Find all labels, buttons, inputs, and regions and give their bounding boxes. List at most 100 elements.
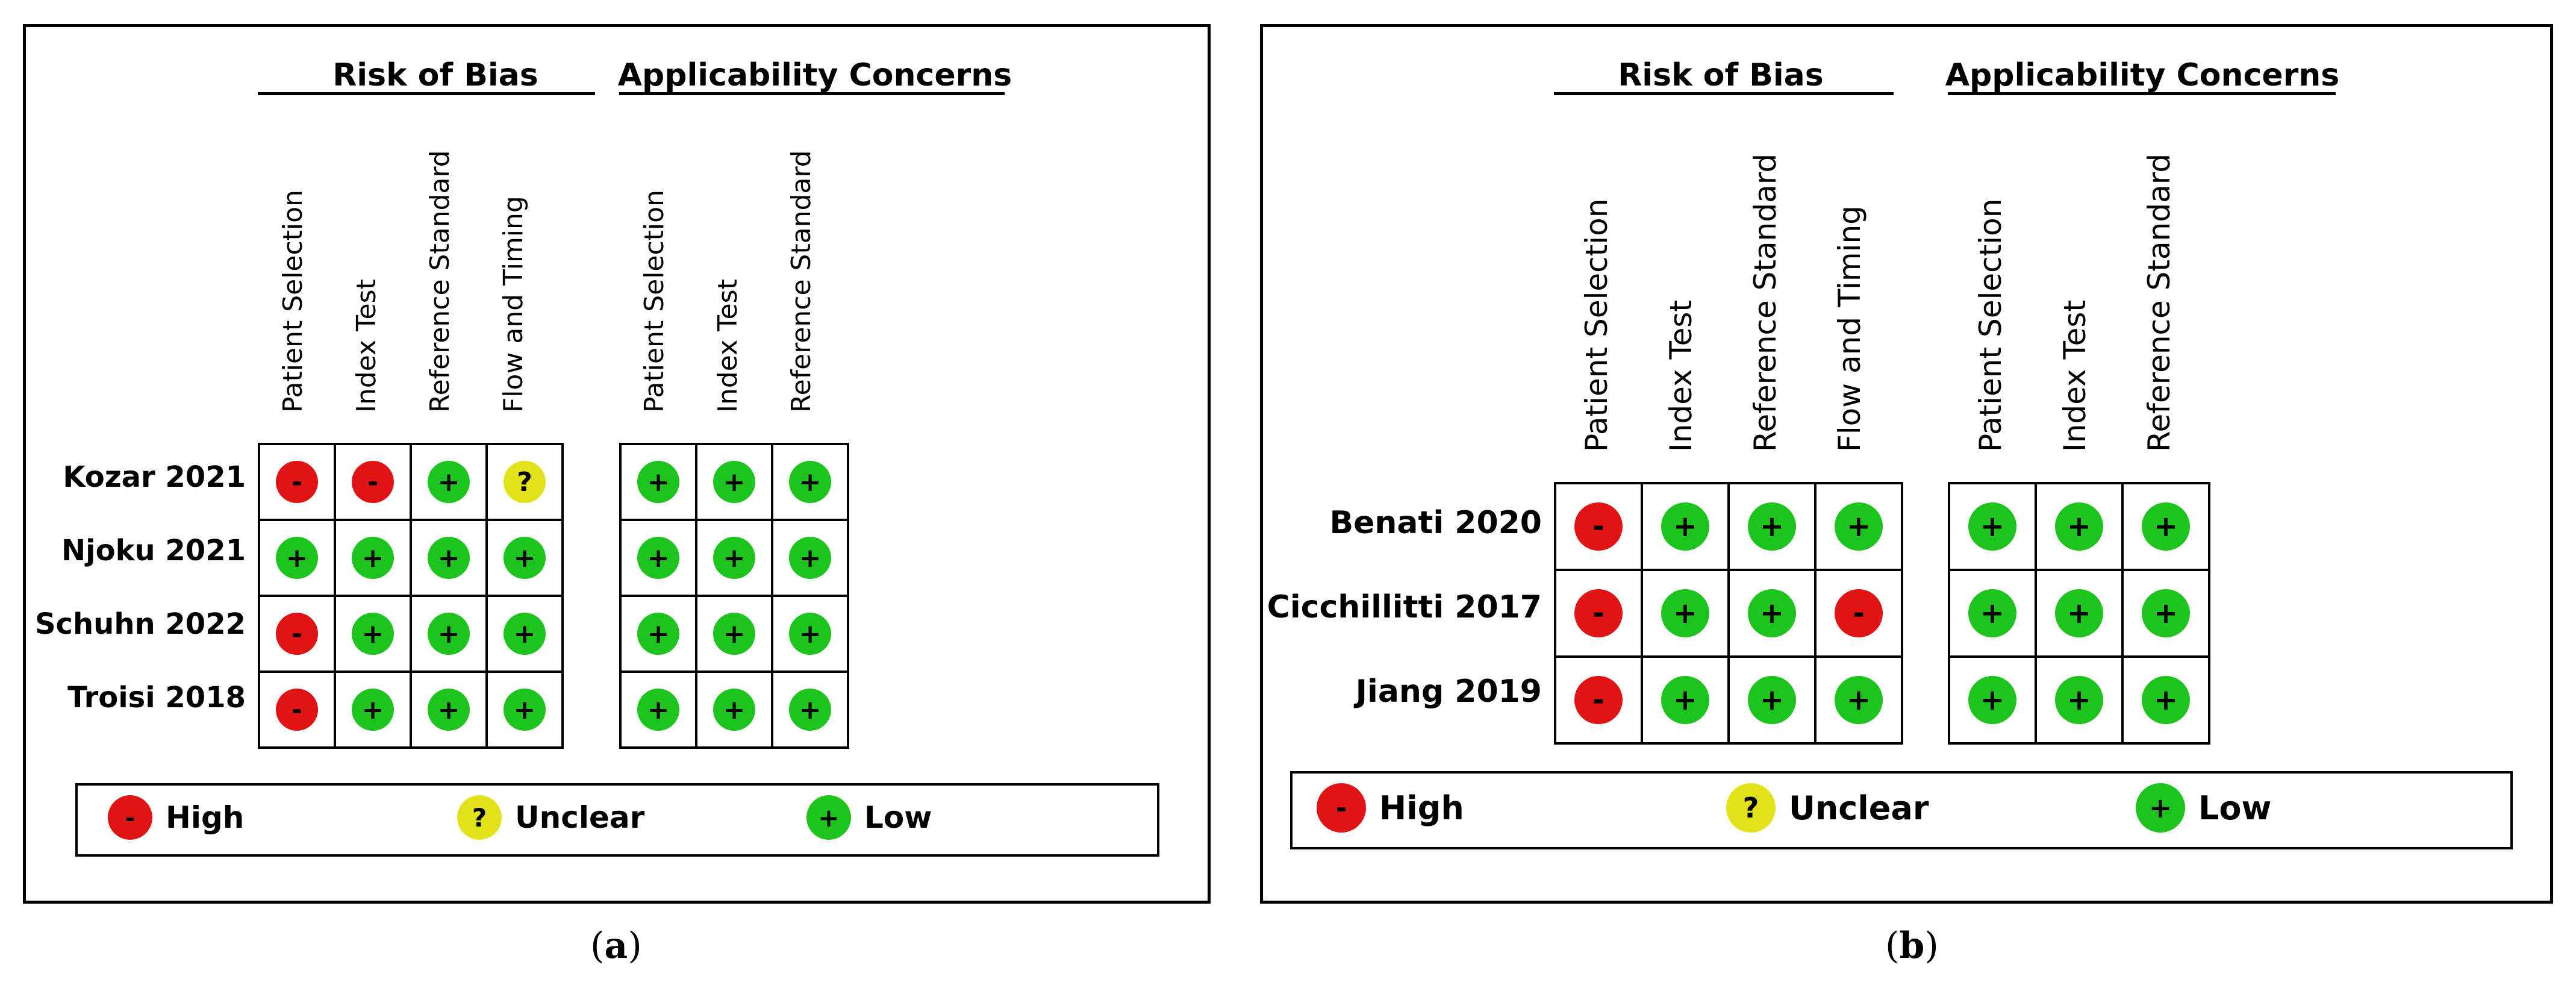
applicability-domain-label: Reference Standard [786,150,817,413]
high-risk-mark: - [1574,676,1623,724]
judgement-cell: + [410,595,488,673]
judgement-cell: + [695,519,773,597]
legend-low-icon: + [806,795,851,840]
judgement-cell: + [2035,482,2124,571]
unclear-risk-mark: ? [504,461,546,503]
legend-unclear: ? Unclear [457,795,644,840]
judgement-cell: + [334,519,412,597]
applicability-domain-label: Patient Selection [1973,198,2008,452]
high-risk-mark: - [276,613,318,655]
judgement-cell: + [619,519,697,597]
study-label: Cicchillitti 2017 [1267,589,1542,625]
low-risk-mark: + [2142,589,2190,637]
judgement-cell: - [1814,569,1903,658]
low-risk-mark: + [713,689,755,731]
study-row: - + + + [258,595,564,673]
judgement-cell: + [485,671,564,749]
low-risk-mark: + [713,537,755,579]
judgement-cell: - [258,671,336,749]
judgement-cell: + [1727,655,1817,745]
study-label: Troisi 2018 [67,681,246,714]
study-row: + + + [619,671,849,749]
study-label: Benati 2020 [1329,505,1542,541]
judgement-cell: + [2035,655,2124,745]
risk-of-bias-rule [1554,92,1894,95]
judgement-cell: + [1727,482,1817,571]
low-risk-mark: + [789,613,831,655]
applicability-domain-label: Index Test [713,279,743,413]
applicability-heading: Applicability Concerns [617,57,1012,93]
bias-domain-label: Reference Standard [425,150,455,413]
study-label: Schuhn 2022 [34,607,246,641]
applicability-domain-label: Reference Standard [2142,153,2177,452]
judgement-cell: + [1814,655,1903,745]
legend-high: - High [108,795,244,840]
judgement-cell: + [1641,569,1730,658]
low-risk-mark: + [637,537,679,579]
judgement-cell: - [334,443,412,521]
low-risk-mark: + [1968,589,2016,637]
study-row: + + + [619,519,849,597]
low-risk-mark: + [352,537,394,579]
judgement-cell: + [695,443,773,521]
legend-unclear: ? Unclear [1726,783,1929,833]
bias-domain-label: Patient Selection [278,190,308,413]
applicability-grid: + + + + + + + + + [1948,482,2210,745]
low-risk-mark: + [2055,502,2103,551]
legend-label: Unclear [515,800,645,835]
low-risk-mark: + [1968,502,2016,551]
risk-of-bias-grid: - - +? + + + + - + + + - + + + [258,443,564,749]
legend-label: Low [2198,789,2272,827]
low-risk-mark: + [428,537,470,579]
high-risk-mark: - [276,461,318,503]
low-risk-mark: + [1661,502,1709,551]
high-risk-mark: - [1574,502,1623,551]
judgement-cell: + [258,519,336,597]
low-risk-mark: + [1661,676,1709,724]
legend-high: - High [1317,783,1464,833]
low-risk-mark: + [1748,676,1796,724]
judgement-cell: + [619,443,697,521]
low-risk-mark: + [352,613,394,655]
study-row: - - +? [258,443,564,521]
risk-of-bias-grid: - + + + - + + - - + + + [1554,482,1903,745]
legend: - High ? Unclear + Low [1290,771,2513,849]
study-row: - + + + [1554,482,1903,571]
low-risk-mark: + [504,537,546,579]
judgement-cell: + [695,595,773,673]
legend-low-icon: + [2136,783,2185,833]
judgement-cell: - [1554,655,1643,745]
bias-domain-label: Patient Selection [1579,198,1614,452]
caption-a: (a) [590,925,642,967]
judgement-cell: + [771,519,849,597]
judgement-cell: + [1641,482,1730,571]
low-risk-mark: + [713,461,755,503]
low-risk-mark: + [352,689,394,731]
judgement-cell: + [1948,655,2037,745]
judgement-cell: + [695,671,773,749]
high-risk-mark: - [1835,589,1883,637]
low-risk-mark: + [2142,676,2190,724]
low-risk-mark: + [1661,589,1709,637]
low-risk-mark: + [2055,676,2103,724]
study-row: - + + + [1554,655,1903,745]
judgement-cell: + [410,519,488,597]
judgement-cell: + [619,671,697,749]
applicability-domain-label: Index Test [2057,299,2092,452]
judgement-cell: ? [485,443,564,521]
legend-low: + Low [2136,783,2271,833]
judgement-cell: + [771,671,849,749]
low-risk-mark: + [713,613,755,655]
applicability-grid: + + + + + + + + + + + + [619,443,849,749]
risk-of-bias-rule [258,92,595,95]
low-risk-mark: + [504,689,546,731]
study-row: + + + [1948,482,2210,571]
low-risk-mark: + [789,537,831,579]
judgement-cell: - [258,443,336,521]
bias-domain-label: Flow and Timing [1832,205,1867,452]
bias-domain-label: Reference Standard [1748,153,1783,452]
judgement-cell: + [1814,482,1903,571]
legend-high-icon: - [108,795,152,840]
judgement-cell: + [1948,482,2037,571]
low-risk-mark: + [1835,502,1883,551]
